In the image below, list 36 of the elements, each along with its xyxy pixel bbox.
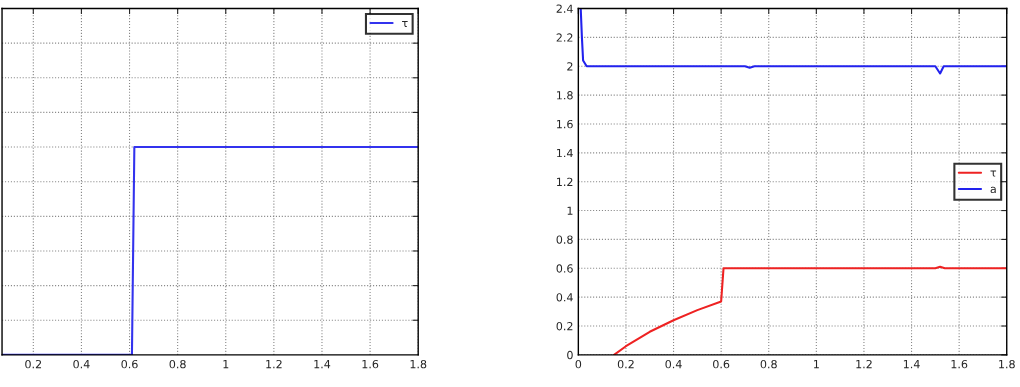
y-tick-label: 0 [567, 350, 573, 360]
y-tick-label: 1.2 [557, 177, 573, 186]
y-tick-label: 1.8 [557, 91, 573, 100]
legend-label: a [990, 186, 996, 194]
y-tick-label: 1.6 [557, 119, 573, 129]
x-tick-label: 0.4 [665, 359, 682, 369]
y-tick-label: 0.8 [556, 235, 573, 244]
y-tick-label: 1 [567, 206, 573, 215]
legend-label: τ [990, 170, 997, 177]
legend-label: τ [402, 20, 408, 27]
x-tick-label: 1.4 [903, 360, 920, 369]
x-tick-label: 1.4 [314, 360, 331, 369]
x-tick-label: 1.8 [999, 359, 1015, 369]
y-tick-label: 0.6 [556, 264, 573, 273]
y-tick-label: 0.2 [556, 321, 573, 331]
x-tick-label: 0.8 [169, 359, 186, 369]
x-tick-label: 0.6 [713, 359, 730, 369]
x-tick-label: 1.2 [266, 359, 282, 369]
x-tick-label: 1.2 [856, 359, 872, 369]
x-tick-label: 0 [575, 359, 582, 369]
y-tick-label: 2.2 [556, 33, 573, 42]
x-tick-label: 0.4 [73, 359, 90, 369]
x-tick-label: 1.6 [362, 359, 379, 369]
y-tick-label: 2 [567, 62, 573, 71]
x-tick-label: 0.6 [121, 359, 138, 369]
x-tick-label: 1.8 [410, 359, 427, 369]
y-tick-label: 2.4 [556, 4, 573, 13]
y-tick-label: 0.4 [556, 293, 573, 302]
x-tick-label: 1 [814, 360, 819, 369]
x-tick-label: 0.2 [617, 359, 634, 369]
x-tick-label: 1.6 [951, 359, 968, 369]
x-tick-label: 0.2 [25, 359, 42, 369]
x-tick-label: 1 [223, 360, 229, 369]
y-tick-label: 1.4 [557, 148, 573, 158]
x-tick-label: 0.8 [760, 359, 777, 369]
line-series [613, 265, 1007, 355]
